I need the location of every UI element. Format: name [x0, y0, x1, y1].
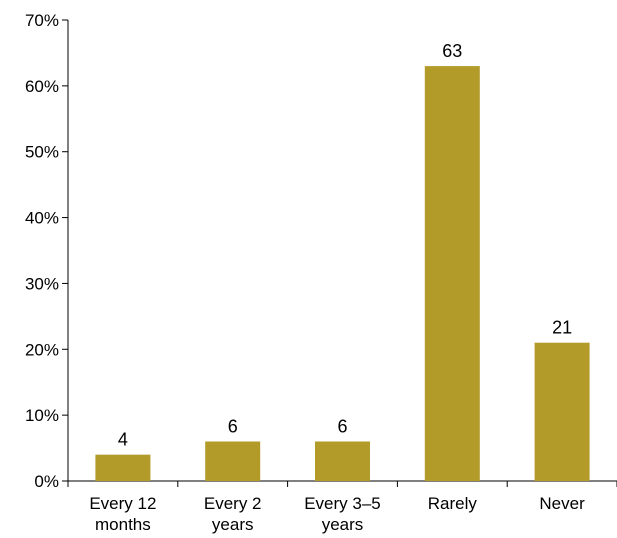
y-axis: 0% 10% 20% 30% 40% 50% 60% 70%	[25, 11, 69, 491]
bar	[424, 66, 480, 481]
data-label: 6	[228, 416, 238, 436]
x-axis: Every 12 months Every 2 years Every 3–5 years…	[67, 480, 617, 534]
data-label: 63	[442, 41, 462, 61]
data-label: 6	[337, 416, 347, 436]
data-label: 21	[552, 318, 572, 338]
y-tick-label: 0%	[34, 472, 59, 491]
x-tick-label: Every 3–5 years	[304, 494, 381, 534]
y-tick-label: 40%	[25, 209, 59, 228]
bar	[95, 454, 151, 481]
data-labels: 4 6 6 63 21	[118, 41, 572, 450]
x-tick-label: Rarely	[428, 494, 478, 513]
y-tick-label: 50%	[25, 143, 59, 162]
x-tick-label: Every 12 months	[89, 494, 156, 534]
y-tick-label: 10%	[25, 406, 59, 425]
bars	[95, 66, 590, 481]
data-label: 4	[118, 430, 128, 450]
bar	[315, 441, 370, 481]
x-tick-label: Every 2 years	[204, 494, 262, 534]
bar	[534, 342, 590, 481]
y-tick-label: 30%	[25, 274, 59, 293]
y-tick-label: 70%	[25, 11, 59, 30]
y-tick-label: 60%	[25, 77, 59, 96]
x-tick-label: Never	[539, 494, 585, 513]
y-tick-label: 20%	[25, 340, 59, 359]
bar	[205, 441, 261, 481]
